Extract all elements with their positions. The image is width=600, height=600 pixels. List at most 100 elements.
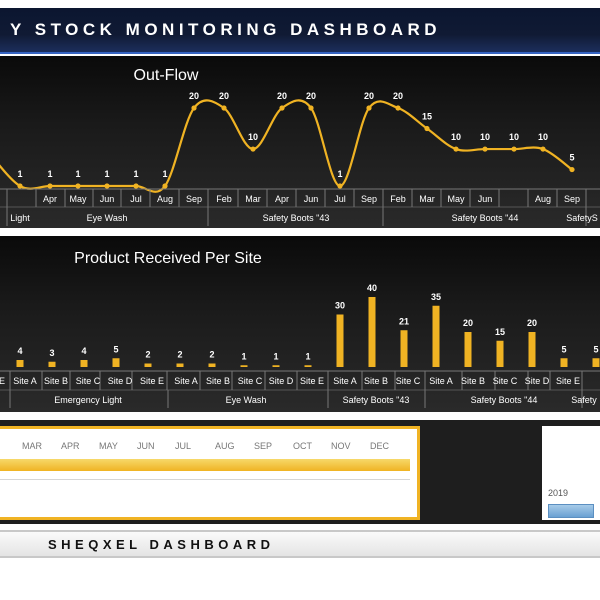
outflow-point bbox=[75, 183, 81, 189]
x-tick-label: Site A bbox=[174, 376, 198, 386]
outflow-panel: Out-Flow 1 1 1 1 1 1 20 20 10 20 20 1 20 20 15 10 10 10 10 5… bbox=[0, 56, 600, 228]
received-bar bbox=[464, 332, 472, 367]
outflow-point bbox=[366, 105, 372, 111]
x-tick-label: Aug bbox=[157, 194, 173, 204]
group-label: Eye Wash bbox=[226, 395, 267, 405]
received-data-label: 1 bbox=[273, 351, 278, 361]
month-timeline[interactable]: MAR APR MAY JUN JUL AUG SEP OCT NOV DEC bbox=[0, 426, 420, 520]
received-data-label: 2 bbox=[177, 350, 182, 360]
received-data-label: 1 bbox=[305, 351, 310, 361]
outflow-data-label: 10 bbox=[451, 132, 461, 142]
month-selection-bar[interactable] bbox=[0, 459, 410, 471]
received-data-label: 5 bbox=[593, 344, 598, 354]
x-tick-label: Site E bbox=[556, 376, 580, 386]
received-data-label: 5 bbox=[113, 344, 118, 354]
outflow-point bbox=[133, 183, 139, 189]
x-tick-label: Site D bbox=[525, 376, 550, 386]
x-tick-label: Mar bbox=[245, 194, 261, 204]
x-tick-label: E bbox=[0, 376, 5, 386]
year-timeline[interactable]: 2019 bbox=[542, 426, 600, 520]
x-tick-label: Site C bbox=[76, 376, 101, 386]
received-data-label: 20 bbox=[527, 318, 537, 328]
received-data-label: 4 bbox=[17, 346, 22, 356]
group-label: Safety Boots "44 bbox=[471, 395, 538, 405]
x-tick-label: Sep bbox=[361, 194, 377, 204]
received-bar bbox=[176, 363, 184, 367]
month-label[interactable]: AUG bbox=[215, 441, 235, 451]
x-tick-label: Site A bbox=[13, 376, 37, 386]
outflow-point bbox=[569, 166, 575, 173]
outflow-series-line bbox=[0, 99, 573, 193]
x-tick-label: Sep bbox=[564, 194, 580, 204]
received-data-label: 3 bbox=[49, 348, 54, 358]
month-label[interactable]: MAR bbox=[22, 441, 42, 451]
x-tick-label: Site C bbox=[493, 376, 518, 386]
outflow-point bbox=[191, 105, 197, 111]
group-label: Eye Wash bbox=[87, 213, 128, 223]
outflow-data-label: 20 bbox=[277, 91, 287, 101]
x-tick-label: Jun bbox=[100, 194, 115, 204]
chart-title: Product Received Per Site bbox=[74, 250, 262, 267]
received-data-label: 35 bbox=[431, 292, 441, 302]
received-bar bbox=[528, 332, 536, 367]
x-tick-label: Site A bbox=[429, 376, 453, 386]
month-label[interactable]: MAY bbox=[99, 441, 118, 451]
outflow-point bbox=[540, 146, 546, 152]
timeline-scroll-track[interactable] bbox=[0, 479, 410, 480]
received-bar bbox=[272, 365, 280, 367]
x-tick-label: Apr bbox=[43, 194, 57, 204]
received-data-label: 4 bbox=[81, 346, 86, 356]
received-bar bbox=[16, 360, 24, 367]
received-panel: Product Received Per Site 4 3 4 5 2 2 2 1 1 1 30 40 2… bbox=[0, 236, 600, 412]
outflow-data-label: 20 bbox=[393, 91, 403, 101]
outflow-data-label: 1 bbox=[162, 169, 167, 179]
outflow-point bbox=[250, 146, 256, 152]
x-tick-label: Mar bbox=[419, 194, 435, 204]
outflow-point bbox=[453, 146, 459, 152]
month-label[interactable]: JUL bbox=[175, 441, 192, 451]
x-tick-label: Feb bbox=[390, 194, 406, 204]
outflow-point bbox=[104, 183, 110, 189]
received-bar bbox=[112, 358, 120, 367]
received-data-label: 15 bbox=[495, 327, 505, 337]
outflow-point bbox=[162, 183, 168, 189]
x-tick-label: Jul bbox=[130, 194, 142, 204]
x-tick-label: Site B bbox=[44, 376, 68, 386]
x-tick-label: Apr bbox=[275, 194, 289, 204]
outflow-data-label: 20 bbox=[364, 91, 374, 101]
received-data-label: 30 bbox=[335, 301, 345, 311]
outflow-data-label: 1 bbox=[75, 169, 80, 179]
footer-bar: SHEQXEL DASHBOARD bbox=[0, 532, 600, 556]
group-label: SafetyS bbox=[566, 213, 598, 223]
received-bar bbox=[304, 365, 312, 367]
received-bar bbox=[48, 361, 56, 367]
x-tick-label: Site D bbox=[108, 376, 133, 386]
outflow-point bbox=[395, 105, 401, 111]
month-label[interactable]: SEP bbox=[254, 441, 273, 451]
month-label[interactable]: NOV bbox=[331, 441, 351, 451]
received-data-label: 1 bbox=[241, 351, 246, 361]
received-bar bbox=[400, 330, 408, 367]
outflow-data-label: 20 bbox=[306, 91, 316, 101]
outflow-data-label: 1 bbox=[133, 169, 138, 179]
year-label: 2019 bbox=[548, 488, 569, 498]
x-tick-label: May bbox=[69, 194, 87, 204]
received-data-label: 21 bbox=[399, 316, 409, 326]
month-label[interactable]: JUN bbox=[137, 441, 155, 451]
x-tick-label: Site B bbox=[364, 376, 388, 386]
month-label[interactable]: DEC bbox=[370, 441, 390, 451]
footer: SHEQXEL DASHBOARD bbox=[0, 530, 600, 558]
x-tick-label: Site A bbox=[333, 376, 357, 386]
month-label[interactable]: OCT bbox=[293, 441, 312, 451]
x-tick-label: Jun bbox=[304, 194, 319, 204]
year-selection-bar[interactable] bbox=[548, 504, 594, 518]
outflow-point bbox=[221, 105, 227, 111]
outflow-point bbox=[424, 125, 430, 132]
received-bar bbox=[592, 358, 600, 367]
outflow-point bbox=[17, 183, 23, 189]
x-tick-label: Sep bbox=[186, 194, 202, 204]
month-label[interactable]: APR bbox=[61, 441, 80, 451]
x-tick-label: Site E bbox=[300, 376, 324, 386]
x-tick-label: Site C bbox=[396, 376, 421, 386]
